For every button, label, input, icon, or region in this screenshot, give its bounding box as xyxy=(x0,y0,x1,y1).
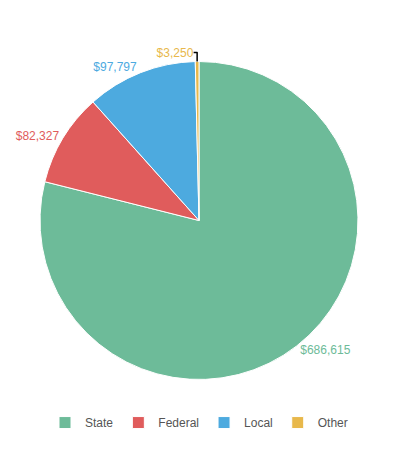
svg-text:$686,615: $686,615 xyxy=(300,343,350,357)
svg-text:State: State xyxy=(85,416,113,430)
svg-text:$3,250: $3,250 xyxy=(157,46,194,60)
svg-text:$97,797: $97,797 xyxy=(93,60,137,74)
svg-text:$82,327: $82,327 xyxy=(16,129,60,143)
svg-text:Local: Local xyxy=(244,416,273,430)
svg-text:Other: Other xyxy=(318,416,348,430)
svg-text:Federal: Federal xyxy=(158,416,199,430)
